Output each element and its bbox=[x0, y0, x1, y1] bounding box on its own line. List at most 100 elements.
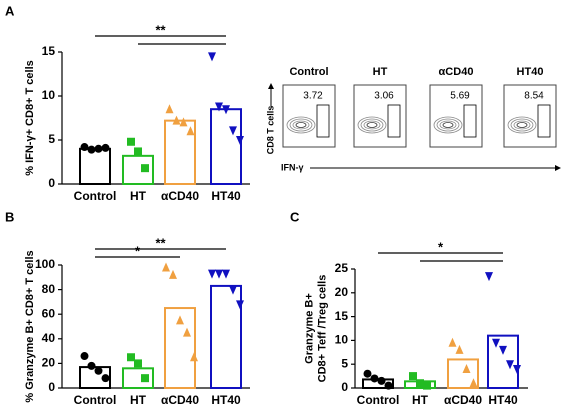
panel-label: A bbox=[5, 3, 15, 18]
y-axis-label: % Granzyme B+ CD8+ T cells bbox=[24, 250, 36, 402]
contour bbox=[513, 120, 531, 130]
contour bbox=[510, 118, 534, 132]
y-tick-label: 20 bbox=[335, 285, 349, 299]
data-point bbox=[455, 344, 464, 354]
data-point bbox=[127, 353, 135, 362]
gate bbox=[316, 104, 330, 138]
data-point bbox=[176, 315, 184, 325]
data-point bbox=[169, 269, 177, 279]
flow-y-label: CD8 T cells bbox=[265, 106, 275, 155]
data-point bbox=[215, 269, 223, 279]
data-point bbox=[236, 300, 244, 310]
contour bbox=[292, 120, 310, 130]
x-tick-label: HT bbox=[130, 189, 147, 203]
x-tick-label: HT40 bbox=[211, 189, 241, 203]
data-point bbox=[172, 115, 181, 125]
bar bbox=[210, 284, 242, 389]
contour bbox=[289, 118, 313, 132]
data-point bbox=[94, 366, 103, 375]
bar bbox=[122, 154, 154, 185]
y-tick-label: 20 bbox=[42, 356, 56, 370]
x-tick-label: HT40 bbox=[488, 393, 518, 407]
gate-value: 3.06 bbox=[374, 91, 394, 102]
bar bbox=[79, 147, 111, 186]
bar bbox=[164, 119, 196, 185]
data-point bbox=[208, 269, 216, 279]
data-point bbox=[134, 147, 142, 156]
flow-x-label: IFN-γ bbox=[281, 162, 304, 172]
data-point bbox=[94, 144, 103, 153]
contour bbox=[439, 120, 457, 130]
bar bbox=[210, 108, 242, 185]
y-tick-label: 80 bbox=[42, 282, 56, 296]
significance-label: * bbox=[135, 243, 141, 258]
y-tick-label: 60 bbox=[42, 306, 56, 320]
data-point bbox=[506, 360, 514, 370]
data-point bbox=[190, 352, 198, 362]
data-point bbox=[80, 352, 89, 361]
contour bbox=[366, 122, 378, 128]
bar bbox=[447, 358, 479, 390]
contour bbox=[516, 122, 528, 128]
panel-label: B bbox=[5, 209, 14, 224]
data-point bbox=[236, 136, 244, 145]
flow-title: HT40 bbox=[517, 66, 544, 78]
data-point bbox=[423, 381, 431, 390]
y-tick-label: 25 bbox=[335, 261, 349, 275]
data-point bbox=[134, 359, 142, 368]
data-point bbox=[485, 272, 493, 282]
data-point bbox=[384, 381, 393, 390]
data-point bbox=[222, 269, 230, 279]
bar bbox=[122, 367, 154, 390]
arrowhead bbox=[268, 83, 274, 89]
gate bbox=[387, 104, 401, 138]
y-tick-label: 0 bbox=[341, 380, 348, 394]
data-point bbox=[448, 337, 457, 347]
y-tick-label: 40 bbox=[42, 331, 56, 345]
contour bbox=[360, 118, 384, 132]
contour bbox=[357, 116, 387, 134]
data-point bbox=[363, 369, 372, 378]
y-tick-label: 0 bbox=[48, 380, 55, 394]
data-point bbox=[179, 117, 188, 127]
bar bbox=[487, 334, 519, 390]
x-tick-label: Control bbox=[74, 189, 117, 203]
y-tick-label: 15 bbox=[335, 309, 349, 323]
contour bbox=[442, 122, 454, 128]
data-point bbox=[141, 374, 149, 383]
y-tick-label: 5 bbox=[341, 356, 348, 370]
y-axis-label: CD8+ Teff /Treg cells bbox=[316, 275, 328, 383]
data-point bbox=[101, 374, 110, 383]
data-point bbox=[229, 285, 237, 295]
data-point bbox=[462, 363, 471, 373]
gate-value: 8.54 bbox=[524, 91, 544, 102]
significance-label: * bbox=[438, 239, 444, 254]
x-tick-label: HT40 bbox=[211, 393, 241, 407]
y-tick-label: 5 bbox=[48, 132, 55, 146]
contour bbox=[286, 116, 316, 134]
data-point bbox=[409, 372, 417, 381]
x-tick-label: αCD40 bbox=[161, 189, 199, 203]
data-point bbox=[87, 145, 96, 154]
flow-title: αCD40 bbox=[439, 66, 474, 78]
y-tick-label: 10 bbox=[335, 333, 349, 347]
data-point bbox=[208, 52, 216, 62]
significance-label: ** bbox=[155, 235, 166, 250]
data-point bbox=[222, 105, 230, 115]
data-point bbox=[165, 104, 174, 114]
data-point bbox=[80, 143, 89, 152]
data-point bbox=[183, 327, 191, 337]
x-tick-label: Control bbox=[74, 393, 117, 407]
data-point bbox=[215, 102, 223, 112]
data-point bbox=[377, 376, 386, 385]
data-point bbox=[186, 126, 195, 136]
gate bbox=[537, 104, 551, 138]
contour bbox=[295, 122, 307, 128]
arrowhead bbox=[555, 165, 561, 171]
x-tick-label: HT bbox=[130, 393, 147, 407]
data-point bbox=[469, 378, 478, 388]
y-tick-label: 15 bbox=[42, 44, 56, 58]
x-tick-label: αCD40 bbox=[444, 393, 482, 407]
flow-title: Control bbox=[289, 66, 328, 78]
y-axis-label: % IFN-γ+ CD8+ T cells bbox=[24, 60, 36, 176]
